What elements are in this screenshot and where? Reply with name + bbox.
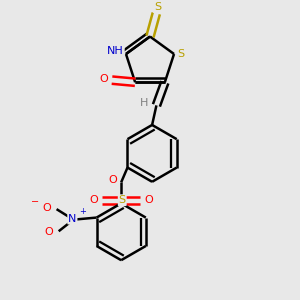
Text: S: S bbox=[177, 49, 184, 59]
Text: O: O bbox=[144, 195, 153, 205]
Text: O: O bbox=[45, 227, 54, 237]
Text: −: − bbox=[32, 197, 40, 207]
Text: S: S bbox=[119, 195, 126, 205]
Text: O: O bbox=[108, 175, 117, 185]
Text: NH: NH bbox=[107, 46, 124, 56]
Text: S: S bbox=[154, 2, 161, 12]
Text: +: + bbox=[80, 207, 86, 216]
Text: O: O bbox=[99, 74, 108, 84]
Text: O: O bbox=[43, 203, 52, 213]
Text: O: O bbox=[89, 195, 98, 205]
Text: N: N bbox=[68, 214, 76, 224]
Text: H: H bbox=[140, 98, 148, 108]
